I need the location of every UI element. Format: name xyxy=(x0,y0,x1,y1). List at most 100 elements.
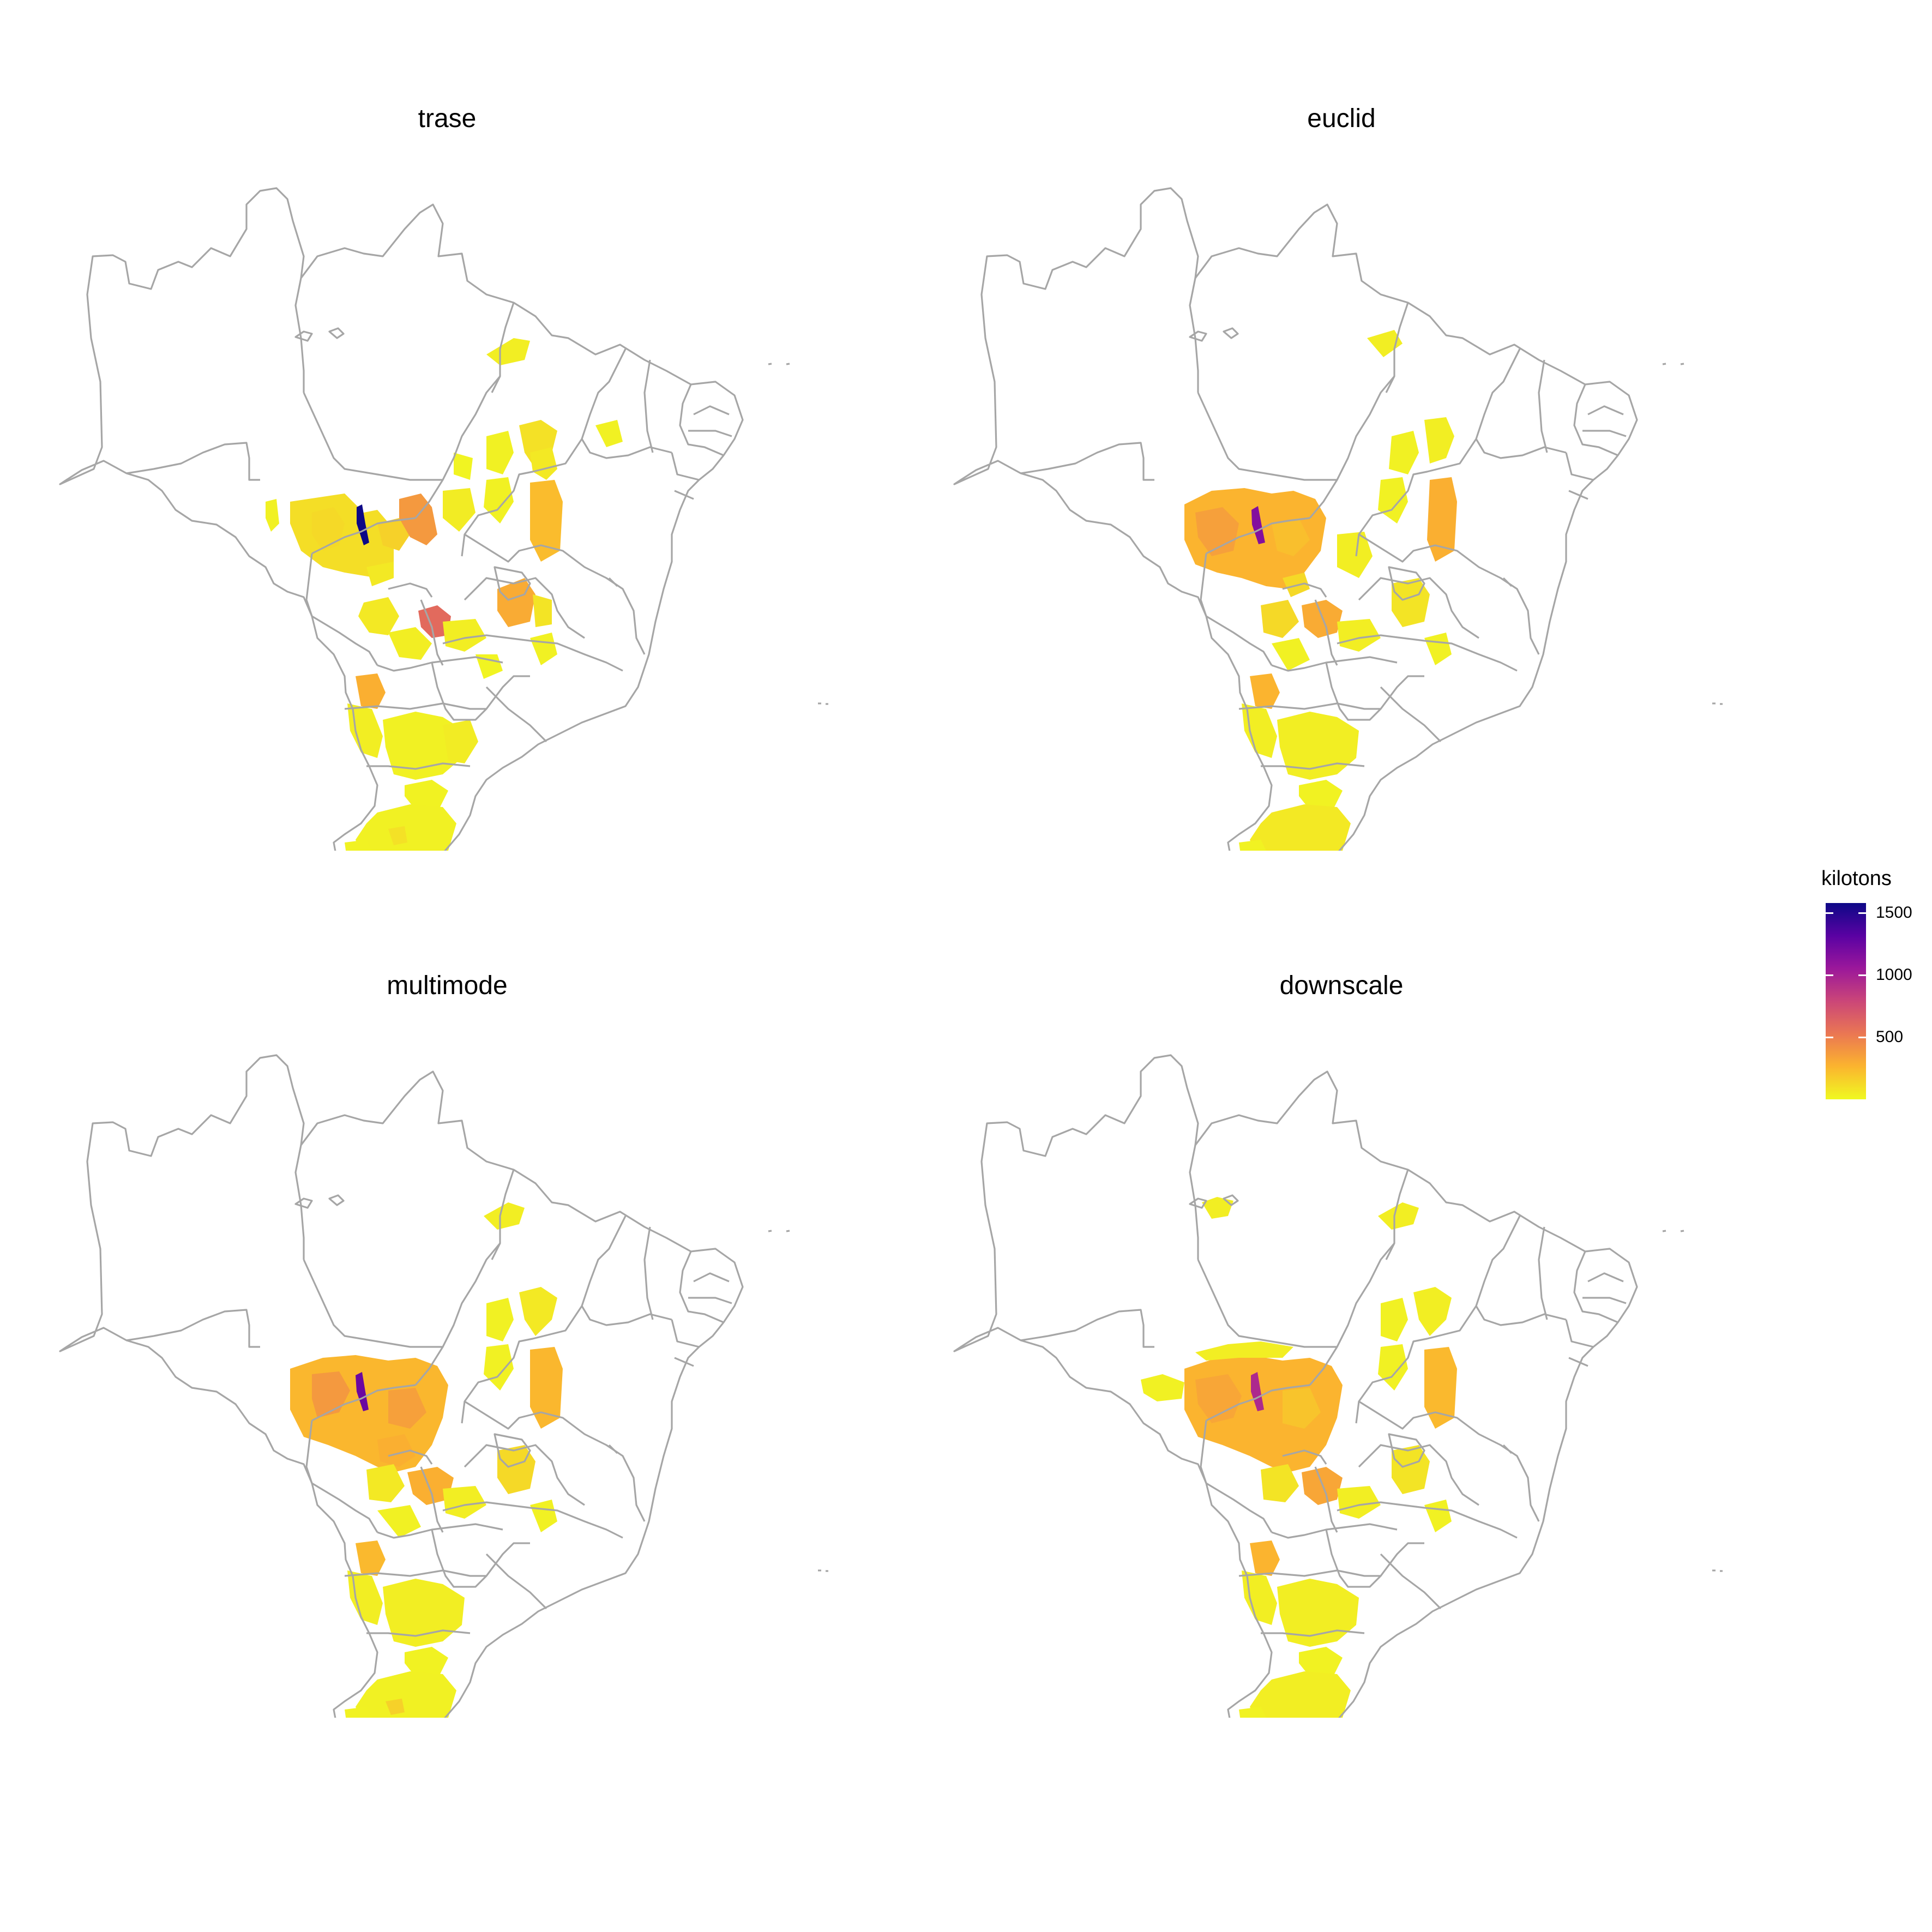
state-border xyxy=(688,430,732,437)
state-border xyxy=(461,1215,627,1424)
production-region xyxy=(383,1579,465,1647)
state-border xyxy=(311,517,416,555)
production-region xyxy=(1424,1500,1452,1532)
production-region xyxy=(1337,1486,1381,1519)
production-region xyxy=(1299,780,1343,810)
municipality-fill-layer xyxy=(290,1202,563,1718)
legend-tick-mark xyxy=(1826,912,1833,914)
production-region xyxy=(356,673,386,709)
production-region xyxy=(345,1707,372,1718)
state-border xyxy=(643,359,654,453)
map-panel-multimode: multimode xyxy=(0,867,894,1718)
state-border xyxy=(1200,1420,1207,1484)
state-border xyxy=(1388,1433,1425,1468)
state-border xyxy=(1206,1384,1310,1422)
state-border xyxy=(294,330,313,342)
state-border xyxy=(126,442,260,481)
production-region xyxy=(377,518,410,551)
state-border xyxy=(1200,553,1207,617)
state-border xyxy=(693,1272,730,1283)
production-region xyxy=(356,1372,369,1411)
production-region xyxy=(1413,1287,1452,1336)
production-region xyxy=(357,504,369,545)
state-border xyxy=(1358,533,1540,655)
state-border xyxy=(344,702,486,710)
country-outline xyxy=(59,187,744,851)
production-region xyxy=(1424,417,1454,464)
production-region xyxy=(533,594,552,627)
state-border xyxy=(1475,1305,1567,1326)
production-region xyxy=(388,826,407,845)
production-region xyxy=(1277,1579,1359,1647)
production-region xyxy=(519,1287,557,1336)
state-border xyxy=(1502,577,1513,587)
production-region xyxy=(1195,1374,1242,1423)
state-border xyxy=(431,662,530,721)
state-border xyxy=(1206,615,1273,666)
state-border xyxy=(1325,662,1424,721)
production-region xyxy=(486,1298,514,1341)
state-border xyxy=(442,634,623,672)
state-border xyxy=(1565,452,1594,481)
production-region xyxy=(530,633,557,665)
production-region xyxy=(1272,638,1310,671)
production-region xyxy=(1299,1647,1343,1677)
state-border xyxy=(420,599,444,666)
production-region xyxy=(1251,506,1265,544)
production-region xyxy=(1242,703,1277,758)
state-border xyxy=(311,615,378,666)
production-region xyxy=(345,840,372,851)
state-border xyxy=(493,1433,531,1468)
state-border xyxy=(693,405,730,416)
production-region xyxy=(1261,1464,1299,1502)
state-border xyxy=(311,1482,378,1533)
country-outline xyxy=(59,1054,744,1718)
state-border xyxy=(1587,1272,1624,1283)
production-region xyxy=(356,1540,386,1576)
state-border xyxy=(1309,1242,1395,1386)
state-border xyxy=(485,686,547,743)
state-border xyxy=(1358,1444,1479,1506)
production-region xyxy=(405,1647,448,1677)
production-region xyxy=(407,1467,454,1505)
production-region xyxy=(1195,1341,1293,1361)
production-region xyxy=(1389,431,1419,474)
panel-title: trase xyxy=(418,104,477,133)
state-border xyxy=(1380,686,1442,743)
state-border xyxy=(671,1319,700,1348)
state-border xyxy=(1337,1501,1518,1539)
state-border xyxy=(1475,438,1567,459)
country-outline xyxy=(953,1054,1638,1718)
state-border xyxy=(388,582,433,598)
production-region xyxy=(405,780,448,810)
state-border xyxy=(303,1259,443,1348)
state-border xyxy=(1582,1297,1627,1304)
state-border xyxy=(1565,1319,1594,1348)
state-border xyxy=(1197,1259,1337,1348)
production-region xyxy=(1277,712,1359,780)
state-border xyxy=(1314,599,1338,666)
state-border xyxy=(1587,405,1624,416)
state-border xyxy=(1337,634,1518,672)
legend-tick-label: 1500 xyxy=(1876,904,1912,922)
production-region xyxy=(266,499,279,532)
state-border xyxy=(485,1553,547,1610)
state-border xyxy=(1206,517,1310,555)
state-border xyxy=(1189,330,1207,342)
production-region xyxy=(1378,477,1408,523)
state-border xyxy=(679,384,724,456)
production-region xyxy=(1250,1540,1280,1576)
production-region xyxy=(386,1699,405,1715)
production-region xyxy=(1141,1374,1184,1401)
legend-tick-mark xyxy=(1826,974,1833,977)
production-region xyxy=(1367,330,1403,357)
state-border xyxy=(493,566,531,601)
production-region xyxy=(1378,1202,1419,1230)
production-region xyxy=(1424,1347,1457,1429)
state-border xyxy=(1261,762,1365,770)
production-region xyxy=(443,619,486,652)
brazil-map xyxy=(59,187,828,851)
state-border xyxy=(1388,566,1425,601)
state-border xyxy=(1325,1529,1424,1588)
state-border xyxy=(442,1501,623,1539)
